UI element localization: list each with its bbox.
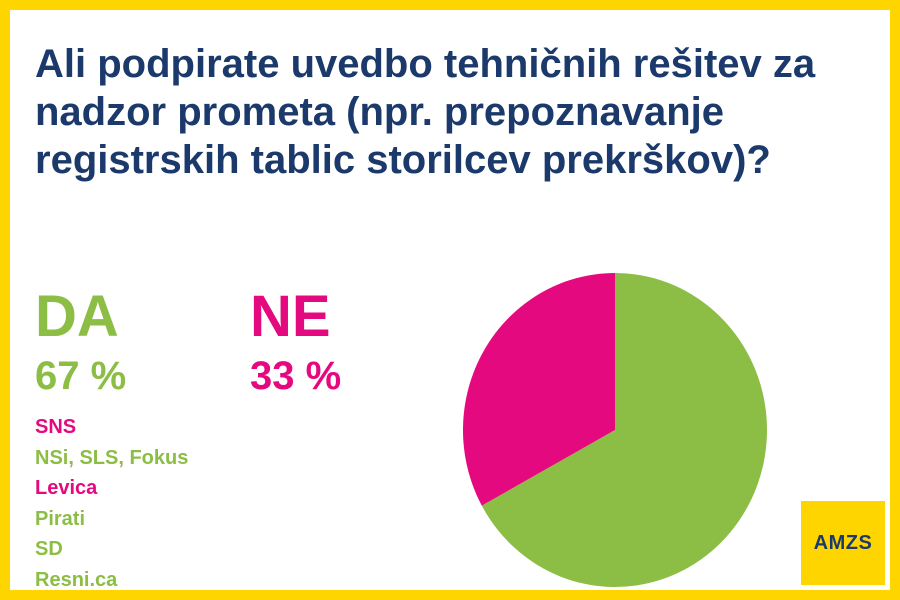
party-item: Pirati [35, 507, 86, 530]
logo-text: AMZS [813, 531, 873, 554]
no-percentage: 33 % [250, 354, 342, 398]
pie-slice-ne [462, 273, 615, 506]
party-item: SD [35, 538, 63, 560]
party-item: Levica [35, 477, 98, 499]
party-item: NSi, SLS, Fokus [35, 446, 189, 469]
amzs-logo: AMZS [801, 501, 885, 585]
yes-label: DA [35, 284, 119, 349]
party-list: SNS NSi, SLS, Fokus Levica Pirati SD Resni.ca [35, 412, 188, 595]
pie-slice-da [481, 273, 767, 587]
no-label: NE [250, 284, 331, 349]
yes-percentage: 67 % [35, 354, 127, 398]
party-item: Resni.ca [35, 568, 118, 591]
chart-title: Ali podpirate uvedbo tehničnih rešitev z… [35, 42, 816, 182]
party-item: SNS [35, 416, 77, 438]
pie-chart [462, 273, 767, 587]
